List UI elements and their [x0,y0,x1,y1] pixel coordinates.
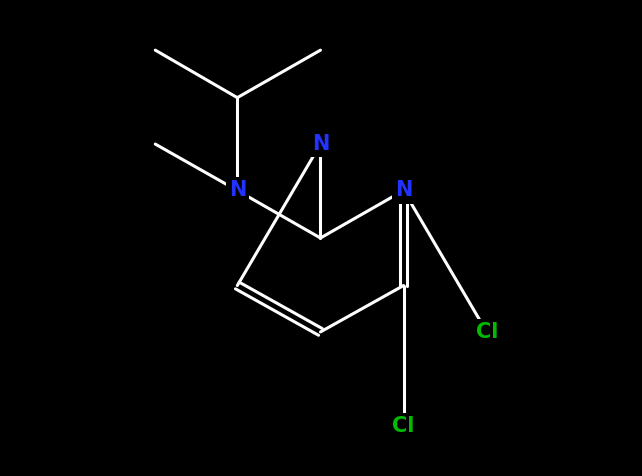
Text: N: N [312,134,329,154]
Text: N: N [229,180,246,200]
Text: Cl: Cl [476,322,498,342]
Text: Cl: Cl [392,416,415,436]
Text: N: N [395,180,412,200]
